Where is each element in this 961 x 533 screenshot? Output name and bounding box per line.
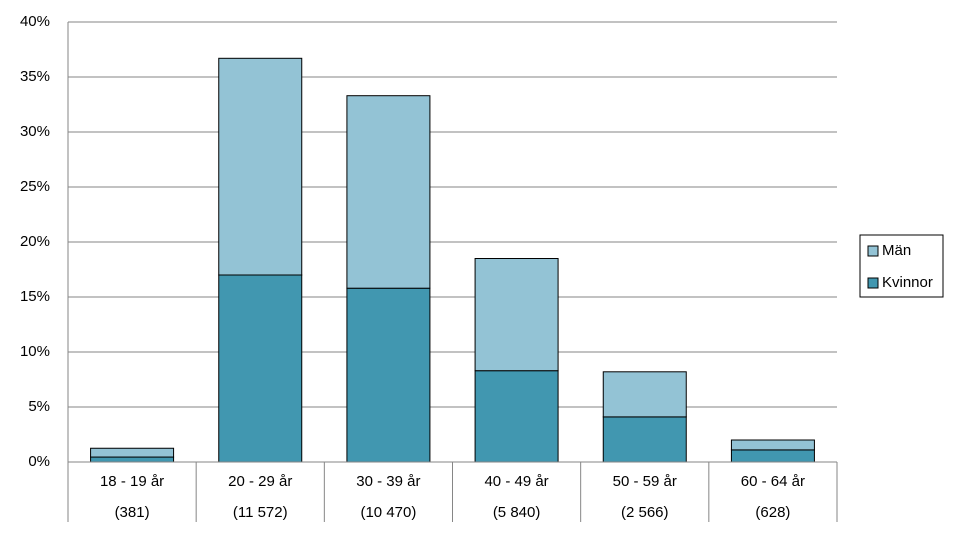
x-tick-label: 40 - 49 år (484, 473, 548, 490)
x-tick-count: (381) (115, 504, 150, 521)
bar-segment (474, 258, 559, 372)
bar-segment (218, 274, 303, 463)
y-tick-label: 20% (20, 233, 50, 250)
x-tick-count: (11 572) (233, 504, 288, 521)
y-tick-label: 35% (20, 68, 50, 85)
bar-segment (346, 287, 431, 463)
x-tick-label: 30 - 39 år (356, 473, 420, 490)
x-tick-label: 18 - 19 år (100, 473, 164, 490)
legend-label: Män (882, 242, 911, 259)
x-tick-label: 60 - 64 år (741, 473, 805, 490)
y-tick-label: 5% (28, 398, 50, 415)
legend-label: Kvinnor (882, 274, 933, 291)
y-tick-label: 25% (20, 178, 50, 195)
legend-swatch (867, 245, 879, 257)
y-tick-label: 15% (20, 288, 50, 305)
bar-segment (346, 95, 431, 289)
y-tick-label: 10% (20, 343, 50, 360)
bar-segment (90, 456, 175, 463)
x-tick-label: 20 - 29 år (228, 473, 292, 490)
bar-segment (602, 371, 687, 418)
bar-segment (218, 57, 303, 276)
bar-segment (602, 416, 687, 463)
x-tick-count: (2 566) (621, 504, 669, 521)
y-tick-label: 40% (20, 13, 50, 30)
y-tick-label: 30% (20, 123, 50, 140)
bar-segment (730, 439, 815, 451)
x-tick-label: 50 - 59 år (613, 473, 677, 490)
bar-segment (474, 370, 559, 463)
bar-segment (90, 447, 175, 458)
legend-swatch (867, 277, 879, 289)
x-tick-count: (628) (755, 504, 790, 521)
bar-segment (730, 449, 815, 463)
y-tick-label: 0% (28, 453, 50, 470)
x-tick-count: (5 840) (493, 504, 541, 521)
x-tick-count: (10 470) (360, 504, 416, 521)
